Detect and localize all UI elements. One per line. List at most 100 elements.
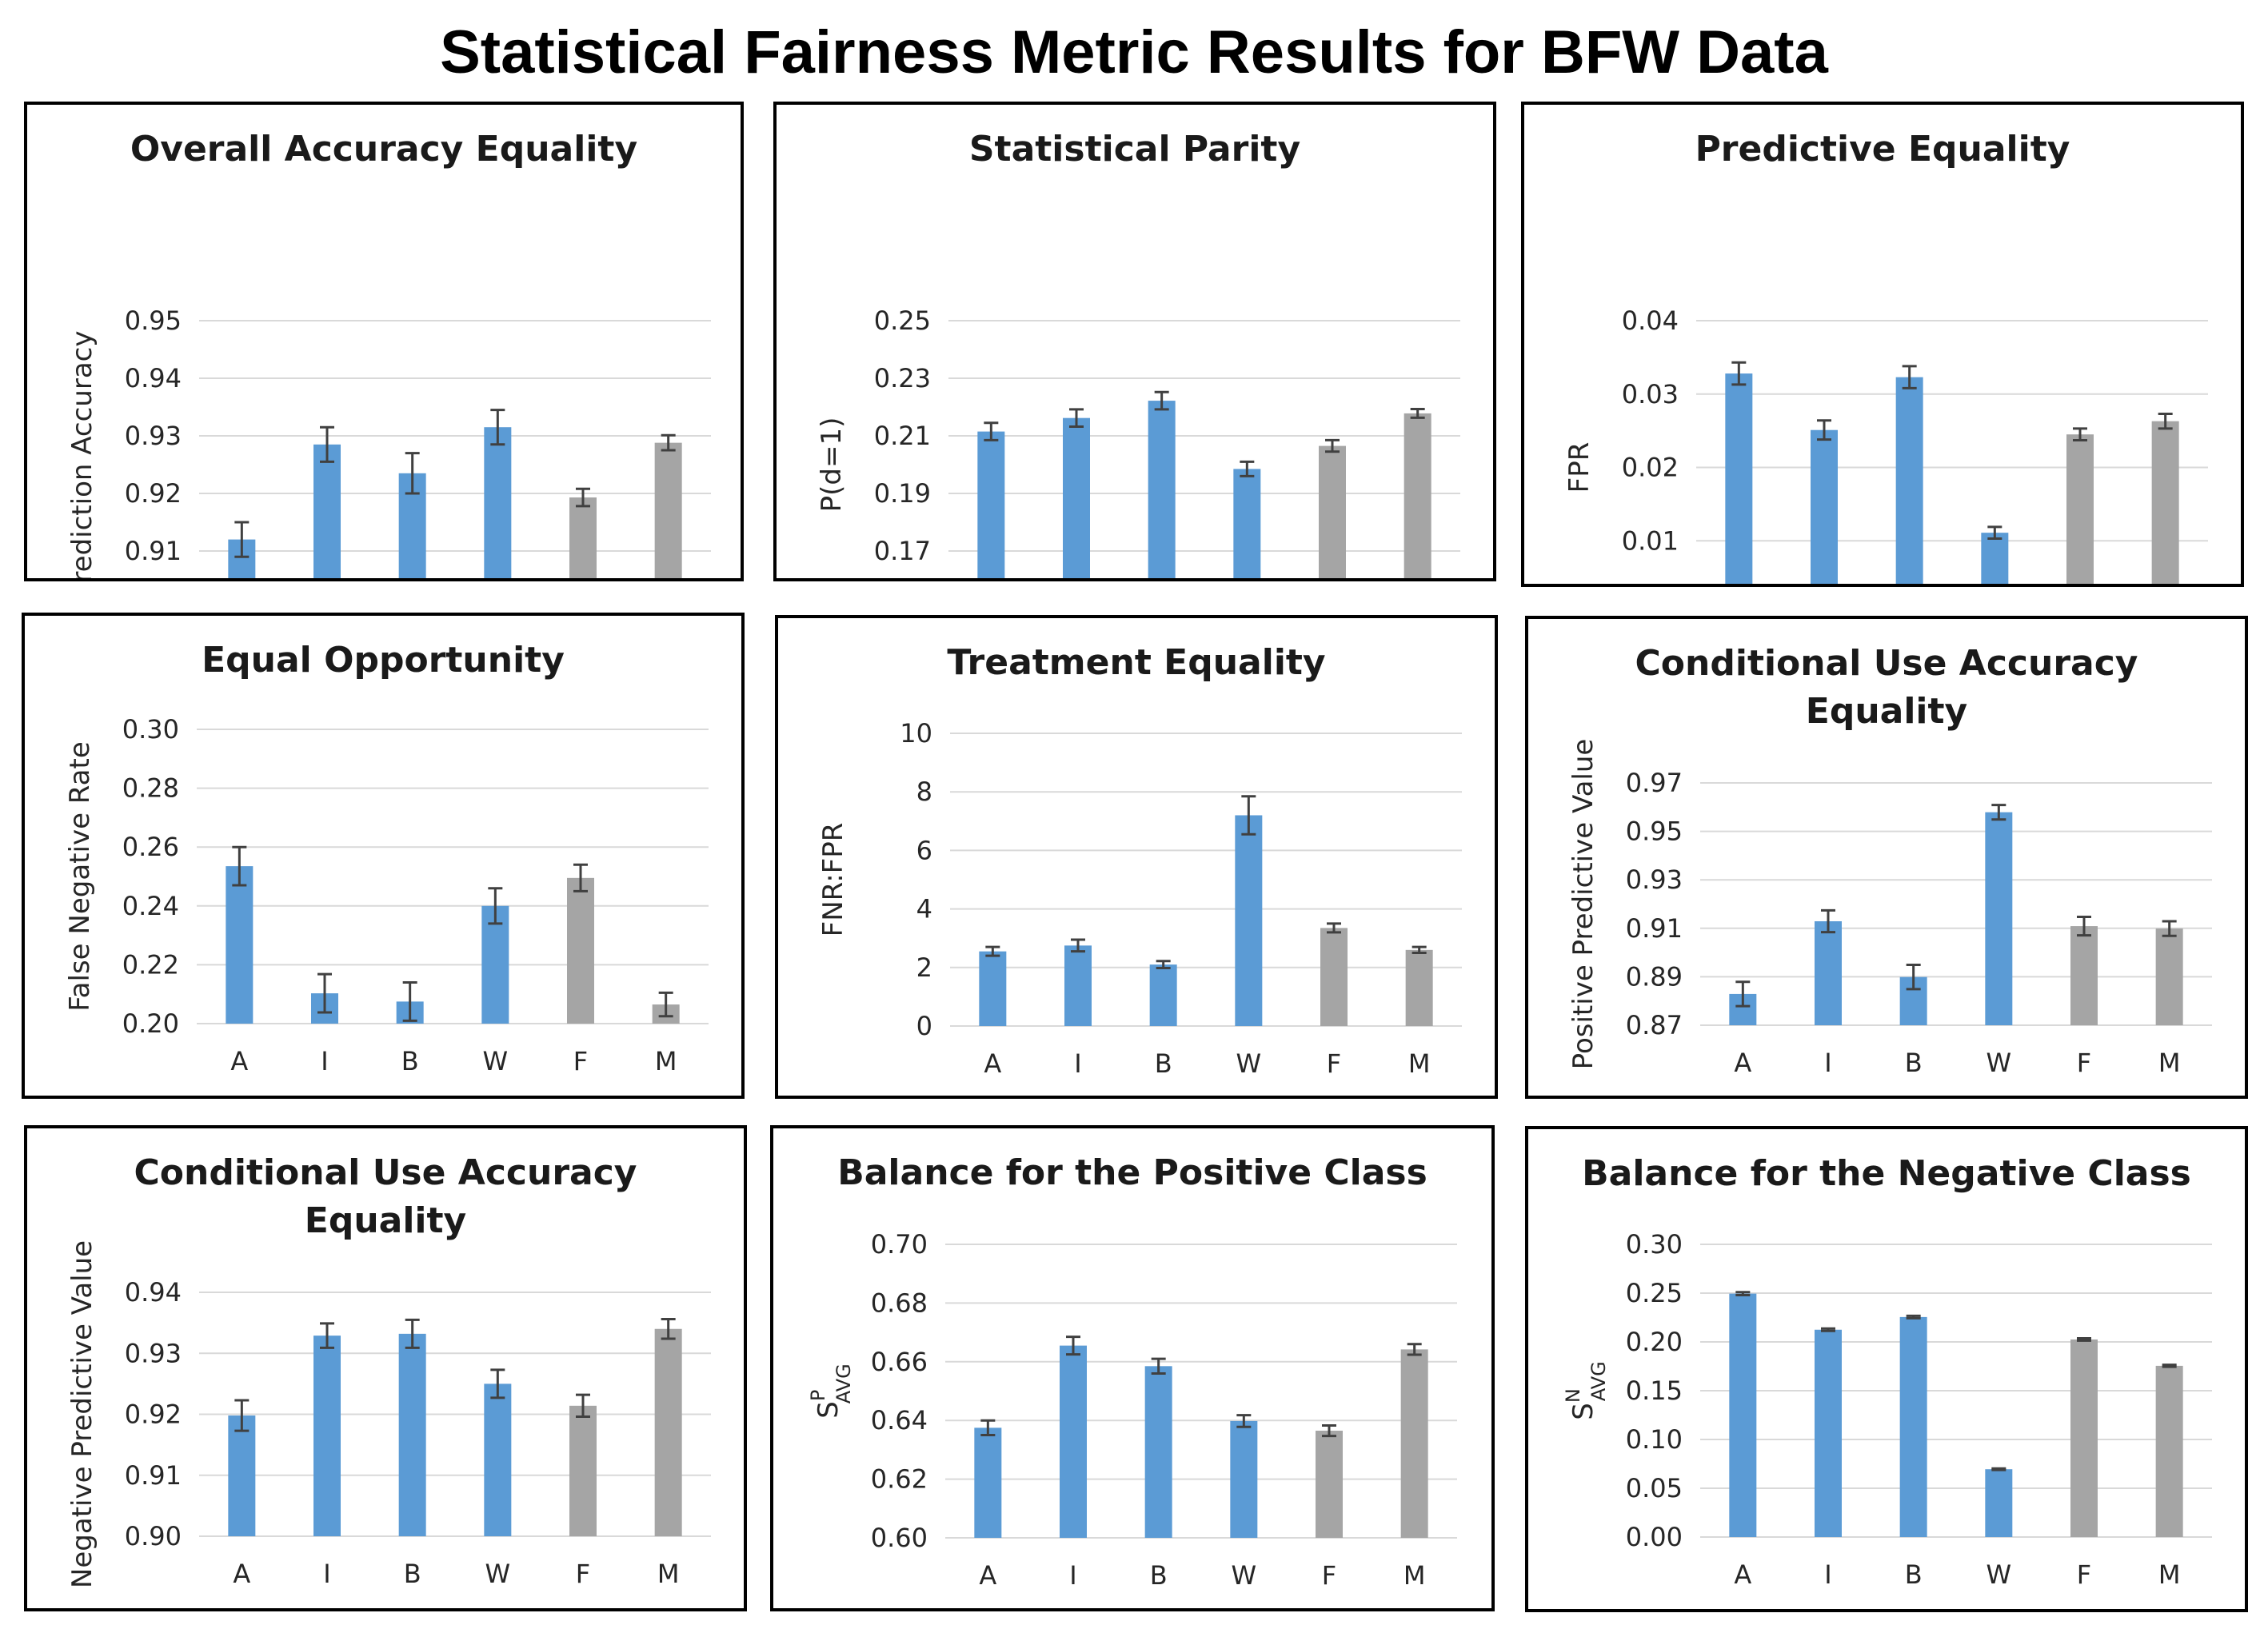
bar bbox=[1060, 1345, 1087, 1538]
chart-panel: Balance for the Negative Class 0.00 0.05 0.… bbox=[1525, 1126, 2248, 1612]
bar bbox=[398, 1333, 426, 1536]
chart-title: Balance for the Negative Class bbox=[1582, 1153, 2191, 1194]
y-tick-label: 0.21 bbox=[874, 421, 931, 451]
bar bbox=[1725, 373, 1753, 584]
bar bbox=[1815, 921, 1842, 1025]
chart-svg: Treatment Equality 0 2 4 6 8 10 FNR:FPR A I B W F M bbox=[817, 642, 1462, 1079]
bar bbox=[1899, 1316, 1927, 1537]
y-tick-label: 0.02 bbox=[1622, 453, 1679, 483]
y-tick-label: 0.24 bbox=[122, 891, 179, 921]
y-tick-label: 0.00 bbox=[1626, 1522, 1683, 1552]
x-tick-label: M bbox=[2158, 1559, 2181, 1590]
y-tick-label: 0.93 bbox=[125, 1338, 182, 1368]
y-axis-label: Negative Predictive Value bbox=[66, 1240, 98, 1588]
y-axis-label: Prediction Accuracy bbox=[66, 331, 98, 578]
x-tick-label: A bbox=[233, 1559, 250, 1589]
bar bbox=[2155, 1365, 2183, 1537]
x-tick-label: B bbox=[1150, 1560, 1168, 1591]
bar bbox=[654, 442, 682, 578]
bar bbox=[228, 1415, 256, 1536]
y-tick-label: 0.95 bbox=[125, 305, 182, 336]
y-tick-label: 0.30 bbox=[122, 714, 179, 745]
y-tick-label: 8 bbox=[916, 777, 932, 807]
bar bbox=[567, 877, 594, 1024]
x-tick-label: M bbox=[1404, 1560, 1426, 1591]
y-axis-label: Positive Predictive Value bbox=[1567, 739, 1599, 1070]
chart-title: Equal Opportunity bbox=[202, 640, 565, 681]
chart-panel: Predictive Equality0.000.010.020.030.04F… bbox=[1521, 102, 2244, 587]
x-tick-label: F bbox=[2077, 1559, 2091, 1590]
y-axis-label: FPR bbox=[1563, 442, 1595, 493]
x-tick-label: F bbox=[1327, 1048, 1341, 1079]
y-tick-label: 0.30 bbox=[1626, 1229, 1683, 1260]
chart-svg: Statistical Parity0.150.170.190.210.230.… bbox=[816, 129, 1460, 578]
x-tick-label: I bbox=[1074, 1048, 1081, 1079]
x-tick-label: W bbox=[1232, 1560, 1257, 1591]
y-tick-label: 2 bbox=[916, 952, 932, 983]
chart-title: Statistical Parity bbox=[969, 129, 1300, 170]
chart-svg: Equal Opportunity 0.20 0.22 0.24 0.26 0.28 0.3… bbox=[64, 640, 709, 1076]
x-tick-label: F bbox=[2077, 1048, 2091, 1078]
x-tick-label: M bbox=[2158, 1048, 2181, 1078]
bar bbox=[2070, 926, 2098, 1025]
y-tick-label: 0.94 bbox=[125, 363, 182, 393]
x-tick-label: B bbox=[1905, 1559, 1923, 1590]
bar bbox=[977, 431, 1005, 578]
x-tick-label: W bbox=[1236, 1048, 1262, 1079]
chart-title: Treatment Equality bbox=[947, 642, 1325, 683]
x-tick-label: W bbox=[485, 1559, 511, 1589]
bar bbox=[1149, 964, 1177, 1026]
x-tick-label: F bbox=[1322, 1560, 1336, 1591]
bar bbox=[1895, 377, 1923, 584]
bar bbox=[654, 1328, 682, 1536]
y-tick-label: 0.60 bbox=[871, 1523, 928, 1553]
y-tick-label: 0.17 bbox=[874, 536, 931, 566]
x-tick-label: I bbox=[321, 1046, 328, 1076]
y-tick-label: 0.93 bbox=[125, 421, 182, 451]
y-tick-label: 0.20 bbox=[122, 1008, 179, 1039]
chart-svg: Conditional Use Accuracy Equality 0.87 0.89… bbox=[1567, 643, 2212, 1078]
bar bbox=[1230, 1420, 1258, 1538]
x-tick-label: A bbox=[984, 1048, 1001, 1079]
y-tick-label: 0.28 bbox=[122, 773, 179, 804]
y-tick-label: 0.91 bbox=[1626, 913, 1683, 944]
y-axis-label: FNR:FPR bbox=[817, 823, 849, 937]
y-tick-label: 0.05 bbox=[1626, 1473, 1683, 1503]
y-tick-label: 0.91 bbox=[125, 536, 182, 566]
bar bbox=[1811, 429, 1838, 584]
y-tick-label: 0.20 bbox=[1626, 1327, 1683, 1357]
y-tick-label: 0.64 bbox=[871, 1405, 928, 1435]
y-axis-label: P(d=1) bbox=[816, 417, 848, 513]
chart-title: Equality bbox=[1806, 691, 1967, 732]
x-tick-label: W bbox=[1986, 1559, 2012, 1590]
x-tick-label: A bbox=[1734, 1048, 1751, 1078]
y-tick-label: 0.68 bbox=[871, 1288, 928, 1318]
bar bbox=[1233, 469, 1261, 578]
bar bbox=[313, 444, 341, 578]
bar bbox=[1063, 417, 1090, 578]
bar bbox=[569, 497, 597, 578]
x-tick-label: W bbox=[1986, 1048, 2012, 1078]
chart-svg: Overall Accuracy Equality0.900.910.920.9… bbox=[66, 129, 711, 578]
chart-svg: Balance for the Negative Class 0.00 0.05 0.… bbox=[1562, 1153, 2212, 1590]
chart-panel: Balance for the Positive Class 0.60 0.62 0.… bbox=[770, 1125, 1495, 1611]
y-tick-label: 0.66 bbox=[871, 1347, 928, 1377]
bar bbox=[1064, 945, 1092, 1026]
y-tick-label: 0.19 bbox=[874, 478, 931, 509]
y-tick-label: 0.22 bbox=[122, 949, 179, 980]
bar bbox=[974, 1427, 1002, 1538]
y-tick-label: 0.92 bbox=[125, 478, 182, 509]
bar bbox=[1320, 928, 1348, 1026]
y-tick-label: 0.93 bbox=[1626, 864, 1683, 895]
y-axis-label: SP AVG bbox=[807, 1364, 855, 1418]
bar bbox=[1729, 1293, 1757, 1537]
x-tick-label: A bbox=[1734, 1559, 1751, 1590]
chart-panel: Equal Opportunity 0.20 0.22 0.24 0.26 0.28 0.3… bbox=[22, 613, 745, 1099]
y-tick-label: 0.10 bbox=[1626, 1424, 1683, 1455]
y-tick-label: 0.25 bbox=[1626, 1278, 1683, 1308]
bar bbox=[313, 1336, 341, 1536]
y-tick-label: 0.92 bbox=[125, 1399, 182, 1430]
x-tick-label: B bbox=[401, 1046, 419, 1076]
bar bbox=[1148, 401, 1176, 578]
y-tick-label: 0.03 bbox=[1622, 379, 1679, 409]
